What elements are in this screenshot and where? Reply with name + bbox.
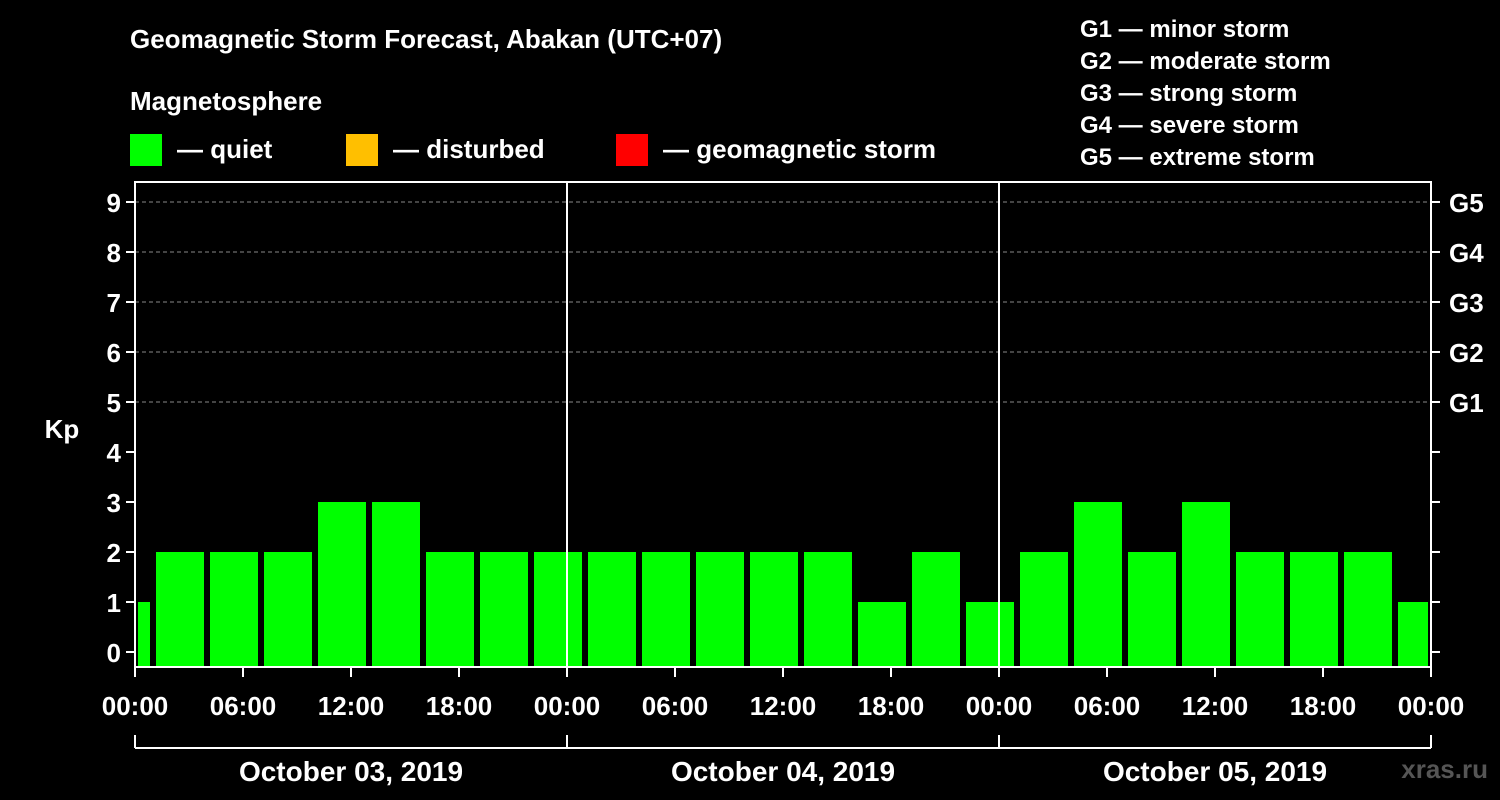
y-tick-label: 2: [107, 538, 121, 568]
kp-bar-6: [426, 552, 474, 667]
y-tick-label: 6: [107, 338, 121, 368]
kp-bar-15: [912, 552, 960, 667]
disturbed-legend-label: — disturbed: [393, 134, 545, 164]
storm-scale-g1: G1 — minor storm: [1080, 16, 1290, 43]
y-tick-label: 7: [107, 288, 121, 318]
chart-title: Geomagnetic Storm Forecast, Abakan (UTC+…: [130, 24, 723, 54]
x-tick-label: 06:00: [1074, 691, 1141, 721]
kp-bar-19: [1128, 552, 1176, 667]
disturbed-swatch: [346, 134, 378, 166]
date-label: October 03, 2019: [239, 756, 463, 787]
g-scale-label: G1: [1449, 388, 1484, 418]
y-tick-label: 3: [107, 488, 121, 518]
y-axis-label: Kp: [45, 414, 80, 444]
kp-bar-13: [804, 552, 852, 667]
kp-bar-17: [1020, 552, 1068, 667]
kp-bar-11: [696, 552, 744, 667]
y-tick-label: 8: [107, 238, 121, 268]
g-scale-label: G5: [1449, 188, 1484, 218]
x-tick-label: 18:00: [1290, 691, 1357, 721]
quiet-swatch: [130, 134, 162, 166]
date-label: October 05, 2019: [1103, 756, 1327, 787]
storm-scale-g3: G3 — strong storm: [1080, 80, 1298, 107]
kp-bar-18: [1074, 502, 1122, 667]
storm-legend-label: — geomagnetic storm: [663, 134, 937, 164]
x-tick-label: 12:00: [318, 691, 385, 721]
x-tick-label: 00:00: [1398, 691, 1465, 721]
watermark: xras.ru: [1401, 754, 1488, 784]
x-tick-label: 18:00: [426, 691, 493, 721]
quiet-legend-label: — quiet: [177, 134, 273, 164]
date-label: October 04, 2019: [671, 756, 895, 787]
kp-bar-20: [1182, 502, 1230, 667]
x-tick-label: 18:00: [858, 691, 925, 721]
y-tick-label: 0: [107, 638, 121, 668]
x-tick-label: 06:00: [642, 691, 709, 721]
g-scale-label: G4: [1449, 238, 1484, 268]
kp-bar-1: [156, 552, 204, 667]
kp-bar-0: [138, 602, 150, 667]
x-tick-label: 06:00: [210, 691, 277, 721]
kp-bar-2: [210, 552, 258, 667]
x-tick-label: 00:00: [966, 691, 1033, 721]
kp-bar-7: [480, 552, 528, 667]
kp-bar-10: [642, 552, 690, 667]
storm-scale-g5: G5 — extreme storm: [1080, 144, 1315, 171]
kp-bar-22: [1290, 552, 1338, 667]
x-tick-label: 12:00: [750, 691, 817, 721]
x-tick-label: 00:00: [102, 691, 169, 721]
storm-swatch: [616, 134, 648, 166]
kp-bar-5: [372, 502, 420, 667]
kp-bar-8: [534, 552, 582, 667]
y-tick-label: 9: [107, 188, 121, 218]
kp-bar-21: [1236, 552, 1284, 667]
g-scale-label: G2: [1449, 338, 1484, 368]
kp-bar-4: [318, 502, 366, 667]
x-tick-label: 00:00: [534, 691, 601, 721]
kp-bar-14: [858, 602, 906, 667]
kp-bar-24: [1398, 602, 1428, 667]
y-tick-label: 4: [107, 438, 122, 468]
y-tick-label: 5: [107, 388, 121, 418]
kp-bar-3: [264, 552, 312, 667]
storm-scale-g2: G2 — moderate storm: [1080, 48, 1331, 75]
kp-bar-9: [588, 552, 636, 667]
kp-bar-12: [750, 552, 798, 667]
magnetosphere-title: Magnetosphere: [130, 86, 323, 116]
kp-bar-23: [1344, 552, 1392, 667]
g-scale-label: G3: [1449, 288, 1484, 318]
storm-scale-g4: G4 — severe storm: [1080, 112, 1299, 139]
storm-scale-legend: G1 — minor storm G2 — moderate storm G3 …: [1080, 14, 1331, 174]
x-tick-label: 12:00: [1182, 691, 1249, 721]
kp-bar-16: [966, 602, 1014, 667]
y-tick-label: 1: [107, 588, 121, 618]
